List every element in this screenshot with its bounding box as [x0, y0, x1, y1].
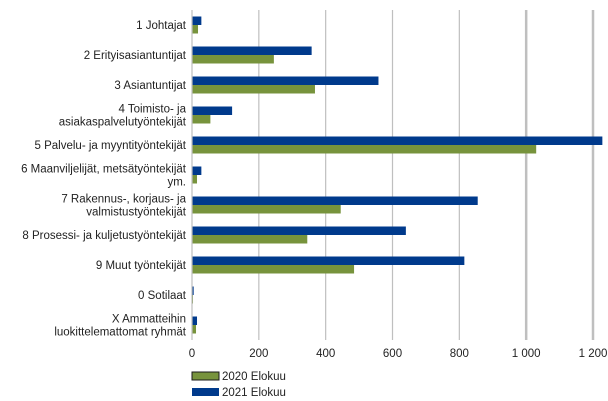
category-label: ym.	[167, 177, 186, 189]
x-tick-label: 0	[189, 348, 195, 360]
bar-2021	[192, 16, 202, 25]
category-label: 2 Erityisasiantuntijat	[84, 50, 187, 62]
x-tick-label: 200	[249, 348, 268, 360]
category-label: valmistustyöntekijät	[86, 207, 187, 219]
x-tick-labels: 0 200 400 600 800 1 000 1 200	[189, 348, 608, 360]
bars	[192, 16, 603, 334]
category-label: 3 Asiantuntijat	[114, 80, 186, 92]
bar-2021	[192, 196, 478, 205]
bar-2021	[192, 106, 233, 115]
bar-2020	[192, 145, 537, 154]
bar-2020	[192, 325, 197, 334]
legend-swatch	[192, 388, 219, 396]
category-label: 5 Palvelu- ja myyntityöntekijät	[35, 140, 187, 152]
bar-2020	[192, 265, 355, 274]
bar-2021	[192, 76, 379, 85]
x-tick-label: 800	[450, 348, 469, 360]
category-label: X Ammatteihin	[112, 314, 186, 326]
gridlines	[258, 10, 595, 340]
bar-2021	[192, 256, 465, 265]
category-label: 7 Rakennus-, korjaus- ja	[61, 194, 186, 206]
bar-2021	[192, 46, 312, 55]
x-tick-label: 1 200	[579, 348, 608, 360]
legend: 2020 Elokuu 2021 Elokuu	[191, 371, 286, 399]
bar-2020	[192, 25, 199, 34]
legend-swatch	[191, 371, 220, 381]
x-tick-label: 600	[383, 348, 402, 360]
bar-2021	[192, 226, 406, 235]
bar-2021	[192, 316, 198, 325]
category-label: luokittelemattomat ryhmät	[54, 327, 186, 339]
category-label: 1 Johtajat	[136, 20, 187, 32]
bar-2021	[192, 166, 202, 175]
legend-label: 2020 Elokuu	[222, 371, 286, 383]
bar-2020	[192, 205, 341, 214]
bar-2020	[192, 55, 274, 64]
category-label: asiakaspalvelutyöntekijät	[59, 117, 187, 129]
legend-label: 2021 Elokuu	[222, 387, 286, 399]
bar-2020	[192, 235, 308, 244]
x-tick-label: 1 000	[512, 348, 541, 360]
category-label: 0 Sotilaat	[138, 290, 187, 302]
category-labels: 1 Johtajat 2 Erityisasiantuntijat 3 Asiant…	[21, 20, 187, 339]
x-tick-label: 400	[316, 348, 335, 360]
category-label: 8 Prosessi- ja kuljetustyöntekijät	[22, 230, 186, 242]
category-label: 6 Maanviljelijät, metsätyöntekijät	[21, 164, 187, 176]
bar-2021	[192, 286, 194, 295]
bar-2021	[192, 136, 603, 145]
bar-2020	[192, 115, 211, 124]
category-label: 4 Toimisto- ja	[118, 104, 186, 116]
bar-2020	[192, 175, 198, 184]
bar-2020	[192, 85, 315, 94]
category-label: 9 Muut työntekijät	[96, 260, 187, 272]
